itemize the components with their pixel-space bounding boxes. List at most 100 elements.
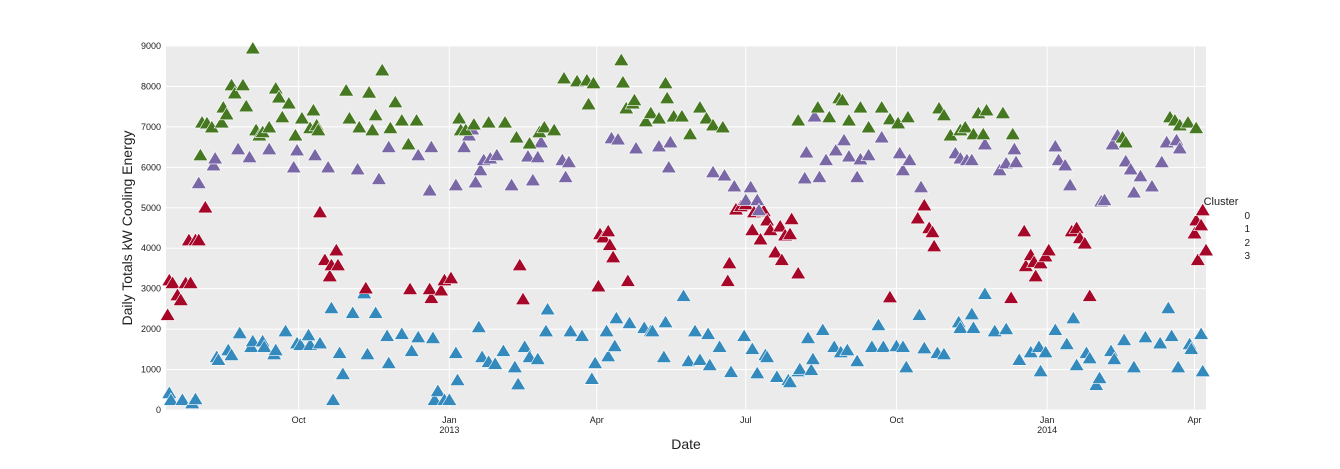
data-point-cluster-3 — [978, 102, 995, 117]
data-point-cluster-0 — [426, 392, 443, 406]
data-point-cluster-3 — [341, 110, 358, 125]
data-point-cluster-0 — [359, 346, 376, 360]
data-point-cluster-2 — [307, 147, 324, 161]
data-point-cluster-1 — [357, 280, 374, 295]
data-point-cluster-1 — [619, 273, 636, 287]
data-point-cluster-1 — [182, 275, 199, 289]
data-point-cluster-2 — [533, 134, 550, 149]
data-point-cluster-2 — [1047, 138, 1064, 153]
data-point-cluster-3 — [310, 122, 327, 136]
data-point-cluster-0 — [292, 337, 309, 351]
data-point-cluster-3 — [274, 109, 291, 123]
data-point-cluster-2 — [704, 164, 722, 178]
data-point-cluster-2 — [1132, 168, 1149, 183]
data-point-cluster-0 — [1125, 359, 1142, 373]
data-point-cluster-3 — [642, 105, 659, 119]
data-point-cluster-0 — [1037, 344, 1054, 358]
data-point-cluster-1 — [328, 242, 345, 257]
data-point-cluster-2 — [912, 179, 930, 193]
series-cluster-1 — [159, 196, 1215, 321]
y-tick-label: 1000 — [141, 365, 161, 375]
data-point-cluster-2 — [370, 171, 387, 185]
data-point-cluster-2 — [811, 169, 828, 183]
data-point-cluster-3 — [650, 110, 668, 125]
data-point-cluster-2 — [737, 192, 754, 206]
data-point-cluster-0 — [300, 327, 317, 341]
data-point-cluster-2 — [796, 170, 813, 185]
data-point-cluster-1 — [752, 231, 769, 246]
data-point-cluster-2 — [288, 142, 306, 157]
data-point-cluster-0 — [701, 357, 718, 371]
data-point-cluster-0 — [863, 339, 880, 353]
data-point-cluster-1 — [1032, 255, 1049, 269]
data-point-cluster-1 — [402, 281, 419, 295]
data-point-cluster-2 — [529, 149, 546, 164]
data-point-cluster-3 — [218, 106, 235, 121]
data-point-cluster-1 — [881, 289, 898, 303]
data-point-cluster-1 — [773, 252, 790, 266]
data-point-cluster-2 — [560, 154, 577, 168]
y-tick-label: 6000 — [141, 162, 161, 172]
y-axis-label: Daily Totals kW Cooling Energy — [119, 130, 135, 325]
data-point-cluster-0 — [644, 323, 661, 337]
data-point-cluster-0 — [1065, 310, 1082, 324]
data-point-cluster-3 — [935, 107, 952, 121]
data-point-cluster-0 — [267, 342, 284, 356]
data-point-cluster-3 — [1188, 120, 1205, 134]
data-point-cluster-3 — [480, 114, 497, 129]
data-point-cluster-1 — [421, 281, 438, 295]
data-point-cluster-3 — [1117, 134, 1134, 149]
y-tick-label: 3000 — [141, 284, 161, 294]
data-point-cluster-0 — [223, 347, 240, 361]
data-point-cluster-0 — [1137, 329, 1154, 344]
data-point-cluster-2 — [1062, 177, 1079, 191]
data-point-cluster-3 — [994, 105, 1011, 119]
data-point-cluster-0 — [768, 369, 785, 383]
data-point-cluster-3 — [1179, 114, 1197, 129]
data-point-cluster-2 — [1057, 157, 1074, 172]
data-point-cluster-0 — [952, 320, 969, 334]
data-point-cluster-2 — [261, 141, 278, 155]
data-point-cluster-2 — [207, 150, 224, 165]
data-point-cluster-0 — [539, 301, 556, 316]
data-point-cluster-3 — [521, 135, 538, 150]
data-point-cluster-3 — [873, 99, 890, 114]
data-point-cluster-1 — [511, 257, 528, 272]
data-point-cluster-2 — [1143, 178, 1160, 193]
legend: Cluster 0 1 2 3 — [1186, 196, 1256, 264]
data-point-cluster-3 — [338, 82, 355, 97]
data-point-cluster-0 — [1091, 370, 1108, 384]
data-point-cluster-0 — [1068, 357, 1085, 371]
data-point-cluster-1 — [600, 223, 617, 238]
data-point-cluster-3 — [496, 114, 514, 129]
data-point-cluster-0 — [744, 341, 761, 355]
data-point-cluster-0 — [606, 338, 623, 352]
data-point-cluster-3 — [613, 52, 630, 66]
data-point-cluster-2 — [456, 139, 473, 153]
data-point-cluster-1 — [590, 278, 607, 293]
data-point-cluster-3 — [673, 108, 690, 123]
data-point-cluster-3 — [367, 107, 384, 121]
data-point-cluster-1 — [783, 211, 800, 225]
data-point-cluster-0 — [529, 351, 546, 365]
data-point-cluster-2 — [190, 175, 207, 189]
data-point-cluster-0 — [1032, 363, 1049, 377]
data-point-cluster-1 — [1197, 242, 1215, 257]
data-point-cluster-3 — [374, 62, 391, 77]
data-point-cluster-2 — [891, 145, 908, 159]
data-point-cluster-0 — [1011, 352, 1028, 366]
data-point-cluster-1 — [744, 222, 761, 236]
data-point-cluster-0 — [1170, 359, 1187, 373]
data-point-cluster-0 — [334, 366, 351, 380]
data-point-cluster-0 — [562, 323, 579, 337]
data-point-cluster-3 — [451, 110, 468, 125]
data-point-cluster-2 — [742, 179, 759, 193]
data-point-cluster-2 — [1096, 192, 1113, 206]
data-point-cluster-3 — [614, 74, 631, 89]
data-point-cluster-2 — [285, 159, 302, 174]
x-tick-sublabel: 2013 — [439, 425, 459, 435]
legend-title: Cluster — [1203, 196, 1239, 208]
data-point-cluster-3 — [465, 116, 482, 131]
data-point-cluster-3 — [270, 89, 288, 104]
x-tick-label: Jan — [442, 415, 457, 425]
